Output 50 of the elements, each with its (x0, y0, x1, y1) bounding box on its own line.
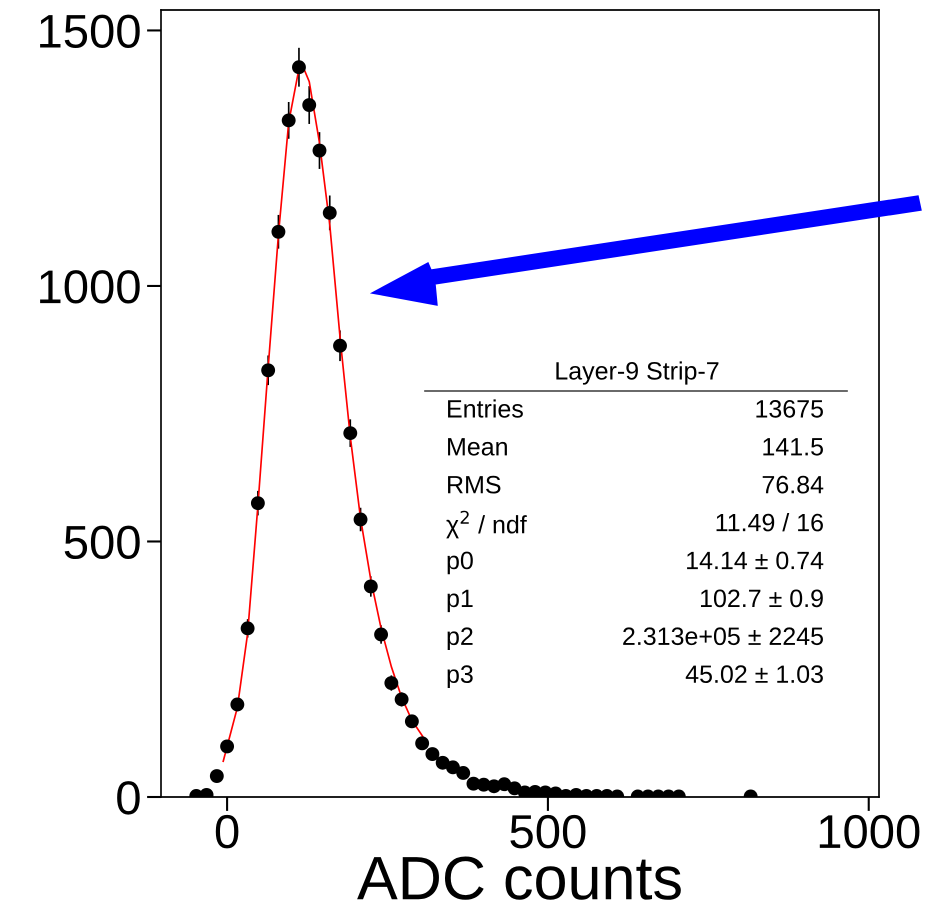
annotation: 141.5 (763, 438, 823, 456)
x-tick-label: 1000 (820, 814, 920, 848)
annotation: 13675 (756, 400, 823, 418)
point (446, 760, 460, 774)
point (394, 692, 409, 706)
point (210, 769, 224, 783)
point (374, 628, 388, 642)
annotation: 76.84 (762, 476, 824, 494)
y-tick-label: 1000 (40, 270, 140, 304)
point (343, 426, 358, 440)
annotation: p2 (448, 627, 473, 650)
y-tick-label: 0 (117, 781, 140, 815)
point (404, 714, 419, 728)
x-axis-title: ADC counts (357, 856, 681, 900)
annotation: Layer-9 Strip-7 (556, 361, 718, 385)
annotation: 11.49 / 16 (716, 513, 823, 532)
point (292, 60, 306, 74)
annotation: 102.7 ± 0.9 (700, 590, 823, 608)
annotation: χ$^{2}$ / ndf (446, 510, 527, 538)
y-tick-label: 1500 (40, 14, 140, 48)
annotation: RMS (448, 476, 500, 494)
y-tick-label: 500 (64, 526, 140, 560)
point (312, 144, 326, 158)
point (240, 621, 255, 636)
point (261, 363, 276, 378)
point (384, 676, 398, 690)
annotation: Mean (448, 438, 507, 456)
point (456, 766, 470, 780)
point (322, 206, 337, 220)
annotation: 14.14 ± 0.74 (687, 552, 824, 570)
x-tick-label: 0 (216, 814, 238, 848)
point (354, 512, 368, 526)
x-tick-label: 500 (510, 814, 586, 848)
point (364, 580, 378, 594)
point (333, 338, 347, 353)
point (271, 224, 286, 239)
annotation: p1 (448, 590, 473, 612)
point (230, 698, 244, 712)
point (220, 739, 234, 754)
annotation: p3 (448, 665, 473, 688)
point (282, 113, 296, 128)
point (250, 496, 265, 510)
annotation: Entries (448, 399, 523, 418)
point (302, 98, 316, 112)
point (415, 736, 430, 750)
point (436, 756, 450, 770)
annotation: p0 (448, 552, 473, 574)
annotation: 45.02 ± 1.03 (686, 665, 823, 684)
annotation: 2.313e+05 ± 2245 (623, 627, 823, 646)
point (425, 747, 440, 762)
